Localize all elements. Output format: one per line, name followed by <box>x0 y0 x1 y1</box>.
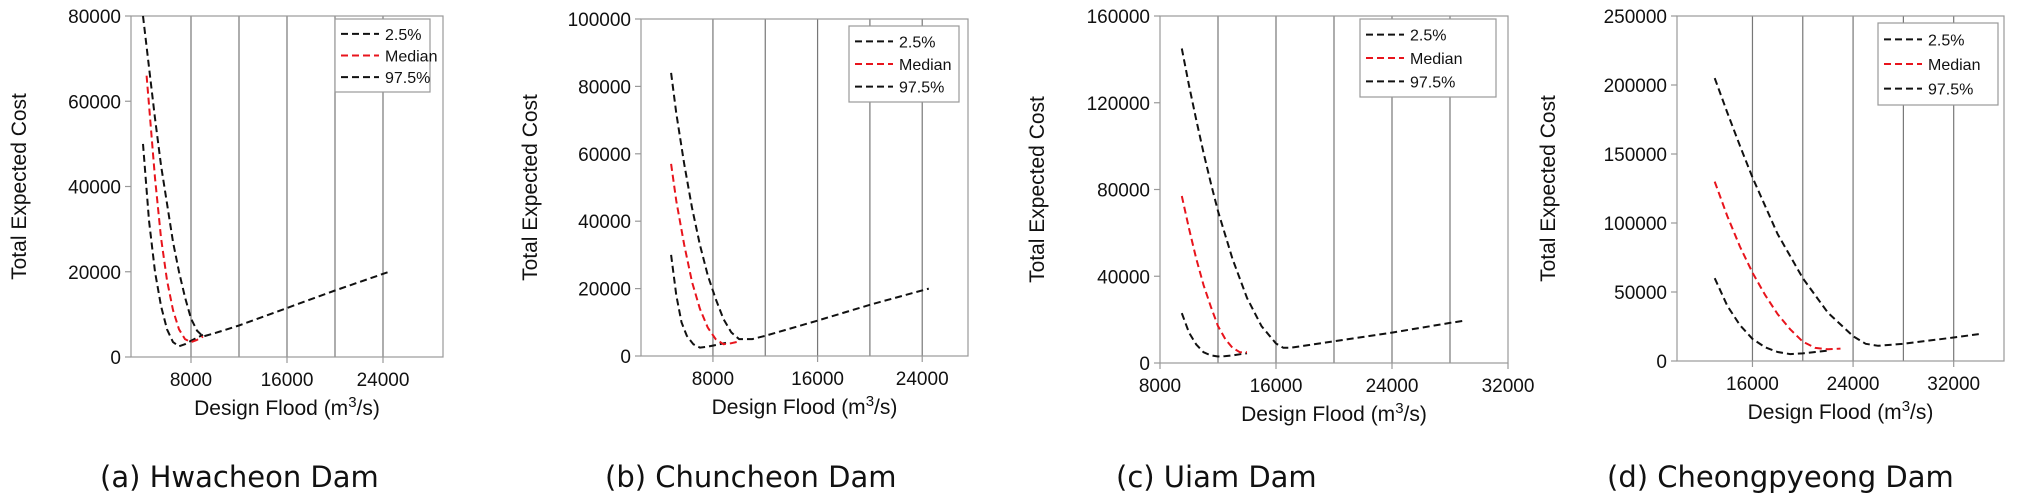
series-line-2-5-pct <box>1713 277 1829 356</box>
chart-panel: 0 50000 100000 150000 200000 250000 16000 24000… <box>1537 7 2005 494</box>
x-tick-label: 16000 <box>1726 374 1779 395</box>
x-axis-label-superscript: 3 <box>866 393 874 410</box>
legend-box <box>334 18 431 93</box>
series-line-97-5-pct <box>142 15 390 338</box>
legend-label: 2.5% <box>1410 28 1446 45</box>
y-axis-label: Total Expected Cost <box>1537 95 1560 282</box>
x-tick-label: 16000 <box>791 369 844 390</box>
y-tick-label: 0 <box>620 347 631 368</box>
legend: 2.5% Median 97.5% <box>1877 22 1999 106</box>
x-axis-label-text: Design Flood (m <box>712 396 866 419</box>
y-tick-label: 150000 <box>1604 145 1667 166</box>
x-axis-label: Design Flood (m3/s) <box>1748 398 1934 424</box>
x-axis-label-superscript: 3 <box>1395 400 1403 417</box>
y-tick-label: 100000 <box>1604 214 1667 235</box>
y-tick-label: 0 <box>110 348 121 369</box>
x-tick-label: 24000 <box>1366 376 1419 397</box>
x-tick-label: 8000 <box>1139 376 1181 397</box>
legend-label: 2.5% <box>1928 32 1964 49</box>
chart-panel: 0 20000 40000 60000 80000 8000 16000 24000 Total… <box>8 7 444 494</box>
y-tick-label: 160000 <box>1087 7 1150 28</box>
series-line-median <box>670 163 740 346</box>
legend-label: 97.5% <box>385 70 430 87</box>
legend-label: 97.5% <box>1410 74 1455 91</box>
y-tick-label: 80000 <box>68 7 121 28</box>
x-tick-label: 24000 <box>896 369 949 390</box>
y-axis-label: Total Expected Cost <box>1026 96 1049 283</box>
legend-label: 2.5% <box>385 27 421 44</box>
y-tick-label: 20000 <box>68 263 121 284</box>
chart-panel: 0 40000 80000 120000 160000 8000 16000 24000 320… <box>1026 7 1534 494</box>
y-tick-label: 40000 <box>1097 267 1150 288</box>
x-axis-label: Design Flood (m3/s) <box>194 394 380 420</box>
x-axis-label: Design Flood (m3/s) <box>1241 400 1427 426</box>
legend-label: Median <box>899 57 951 74</box>
x-tick-label: 16000 <box>1250 376 1303 397</box>
y-tick-label: 40000 <box>68 178 121 199</box>
y-tick-label: 250000 <box>1604 7 1667 28</box>
legend-label: Median <box>385 49 437 66</box>
x-axis-label-superscript: 3 <box>1902 398 1910 415</box>
x-axis-label-unit: /s) <box>357 397 380 420</box>
y-axis-label: Total Expected Cost <box>8 93 31 280</box>
y-tick-label: 80000 <box>1097 181 1150 202</box>
panel-caption: (a) Hwacheon Dam <box>100 460 379 494</box>
x-axis-label: Design Flood (m3/s) <box>712 393 898 419</box>
y-tick-label: 80000 <box>578 77 631 98</box>
legend: 2.5% Median 97.5% <box>848 25 960 103</box>
legend: 2.5% Median 97.5% <box>334 18 437 93</box>
panel-caption: (b) Chuncheon Dam <box>605 460 897 494</box>
legend-label: 97.5% <box>1928 82 1973 99</box>
y-tick-label: 60000 <box>578 145 631 166</box>
y-tick-label: 20000 <box>578 280 631 301</box>
series-line-median <box>1713 181 1841 351</box>
y-axis-label: Total Expected Cost <box>519 94 542 281</box>
panel-caption: (c) Uiam Dam <box>1116 460 1317 494</box>
x-axis-label-unit: /s) <box>1910 401 1933 424</box>
legend-label: Median <box>1410 51 1462 68</box>
x-tick-label: 8000 <box>692 369 734 390</box>
legend: 2.5% Median 97.5% <box>1359 18 1497 98</box>
y-tick-label: 40000 <box>578 212 631 233</box>
plot-frame <box>1676 15 2005 362</box>
x-axis-label-text: Design Flood (m <box>1748 401 1902 424</box>
series-line-2-5-pct <box>1180 312 1248 358</box>
chart-panel: 0 20000 40000 60000 80000 100000 8000 16000 2400… <box>519 10 969 494</box>
x-tick-label: 32000 <box>1482 376 1535 397</box>
y-tick-label: 50000 <box>1614 283 1667 304</box>
x-tick-label: 32000 <box>1927 374 1980 395</box>
x-axis-label-text: Design Flood (m <box>194 397 348 420</box>
y-tick-label: 120000 <box>1087 94 1150 115</box>
x-tick-label: 16000 <box>261 370 314 391</box>
x-tick-label: 8000 <box>170 370 212 391</box>
plot-frame <box>640 18 969 357</box>
y-tick-label: 0 <box>1656 352 1667 373</box>
series-line-97-5-pct <box>1713 77 1979 347</box>
y-tick-label: 200000 <box>1604 76 1667 97</box>
x-axis-label-text: Design Flood (m <box>1241 403 1395 426</box>
legend-label: Median <box>1928 57 1980 74</box>
x-axis-label-unit: /s) <box>874 396 897 419</box>
series-line-2-5-pct <box>670 254 727 349</box>
panel-caption: (d) Cheongpyeong Dam <box>1607 460 1954 494</box>
series-line-97-5-pct <box>1180 48 1465 349</box>
x-axis-label-unit: /s) <box>1404 403 1427 426</box>
series-line-97-5-pct <box>670 72 930 341</box>
y-tick-label: 60000 <box>68 92 121 113</box>
x-tick-label: 24000 <box>1827 374 1880 395</box>
legend-label: 97.5% <box>899 80 944 97</box>
series-line-2-5-pct <box>142 143 204 348</box>
x-tick-label: 24000 <box>357 370 410 391</box>
legend-label: 2.5% <box>899 34 935 51</box>
y-tick-label: 0 <box>1139 354 1150 375</box>
series-line-median <box>145 75 204 344</box>
x-axis-label-superscript: 3 <box>348 394 356 411</box>
y-tick-label: 100000 <box>568 10 631 31</box>
series-line-median <box>1180 195 1247 354</box>
